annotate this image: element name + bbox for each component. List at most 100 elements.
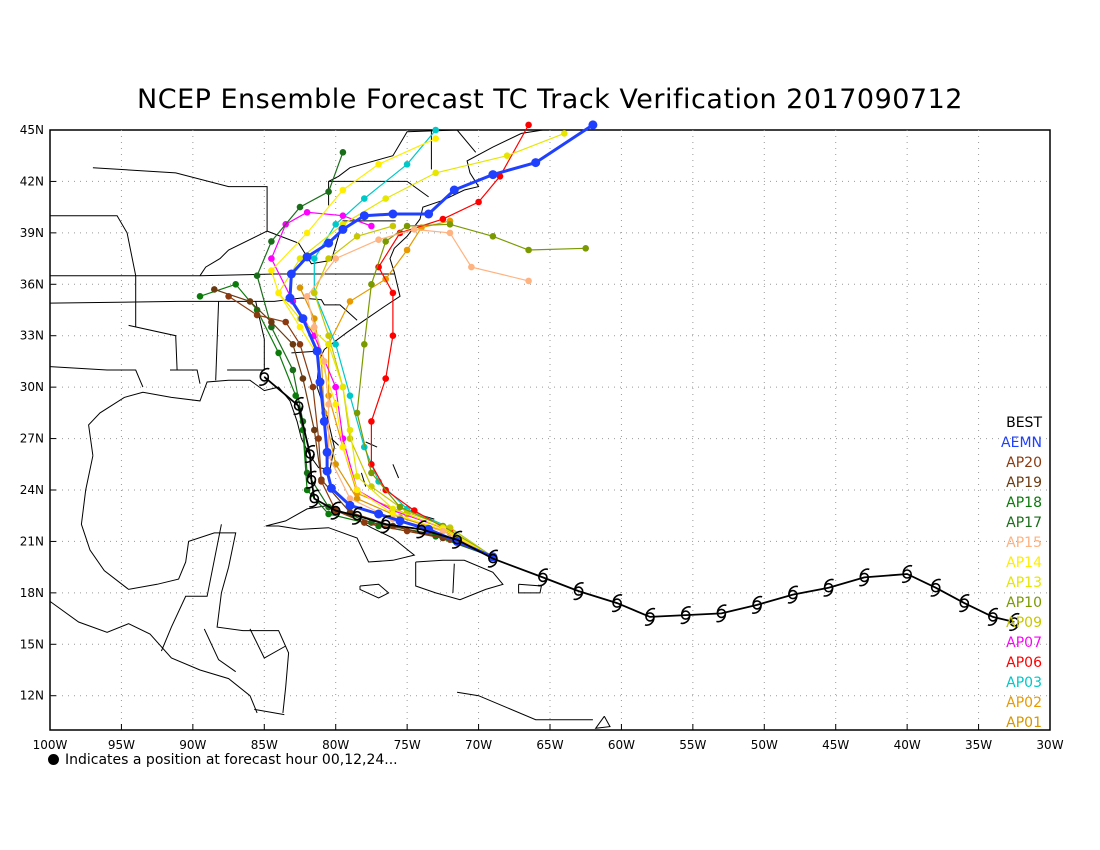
hurricane-arm <box>416 520 427 530</box>
hurricane-arm <box>304 453 315 464</box>
legend-entry-ap06: AP06 <box>1006 655 1042 671</box>
coastline <box>518 583 543 594</box>
hurricane-symbol-icon <box>823 578 834 597</box>
track-point-ap10 <box>368 469 375 477</box>
track-point-ap20 <box>253 311 261 319</box>
lat-tick-label: 21N <box>20 534 44 548</box>
track-point-ap13 <box>296 255 304 262</box>
legend-entry-ap18: AP18 <box>1006 495 1042 511</box>
track-point-aemn <box>322 447 332 457</box>
coastline <box>457 691 593 721</box>
track-point-aemn <box>315 377 325 387</box>
hurricane-arm <box>451 539 462 549</box>
political-border <box>49 366 144 388</box>
track-point-ap01 <box>296 284 304 292</box>
hurricane-arm <box>330 501 341 511</box>
track-point-ap15 <box>446 229 454 237</box>
track-point-ap06 <box>525 121 532 129</box>
hurricane-arm <box>380 515 391 525</box>
footnote-text: Indicates a position at forecast hour 00… <box>65 752 398 768</box>
track-point-ap14 <box>296 323 304 331</box>
track-point-ap18 <box>275 349 282 357</box>
political-border <box>128 324 178 371</box>
track-point-ap18 <box>325 510 332 518</box>
track-point-ap06 <box>382 375 390 382</box>
hurricane-symbol-icon <box>959 594 970 613</box>
track-point-ap20 <box>315 435 322 442</box>
hurricane-symbol-icon <box>611 594 623 613</box>
page-title: NCEP Ensemble Forecast TC Track Verifica… <box>137 84 963 115</box>
track-point-ap14 <box>339 443 347 451</box>
lon-tick-label: 80W <box>322 738 349 752</box>
track-point-aemn <box>531 158 541 168</box>
track-point-ap14 <box>432 135 440 142</box>
track-point-ap03 <box>332 341 340 348</box>
track-point-aemn <box>449 185 459 195</box>
track-point-ap10 <box>403 222 411 230</box>
hurricane-symbol-icon <box>293 396 304 416</box>
hurricane-symbol-icon <box>716 604 727 623</box>
political-border <box>215 301 220 381</box>
hurricane-arm <box>259 376 270 386</box>
lon-tick-label: 95W <box>108 738 135 752</box>
hurricane-arm <box>537 577 548 587</box>
hurricane-arm <box>901 573 912 584</box>
track-point-ap14 <box>275 289 282 297</box>
legend-entry-ap17: AP17 <box>1006 515 1042 531</box>
legend-entry-ap10: AP10 <box>1006 595 1042 611</box>
lon-tick-label: 75W <box>394 738 421 752</box>
hurricane-arm <box>788 585 799 595</box>
track-point-ap17 <box>339 149 347 156</box>
coastlines <box>49 129 611 729</box>
legend-entry-ap01: AP01 <box>1006 715 1042 731</box>
hurricane-arm <box>716 613 727 623</box>
track-point-ap06 <box>475 198 482 206</box>
track-point-ap20 <box>403 527 411 535</box>
track-point-ap07 <box>339 212 347 219</box>
track-point-ap02 <box>403 246 411 254</box>
track-point-aemn <box>312 346 322 356</box>
track-point-ap17 <box>268 323 275 331</box>
lon-tick-label: 30W <box>1036 738 1063 752</box>
track-point-ap19 <box>211 286 218 293</box>
hurricane-arm <box>309 498 320 508</box>
hurricane-arm <box>988 607 999 617</box>
lon-tick-label: 70W <box>465 738 492 752</box>
track-point-ap03 <box>346 392 354 400</box>
track-line-ap14 <box>270 138 494 558</box>
hurricane-symbol-icon <box>380 515 391 534</box>
track-point-ap20 <box>318 478 325 485</box>
legend-entry-ap07: AP07 <box>1006 635 1042 651</box>
legend: BEST AEMN AP20 AP19 AP18 AP17 AP15 AP14 AP13 AP10… <box>1001 415 1042 731</box>
legend-entry-ap15: AP15 <box>1006 535 1042 551</box>
hurricane-arm <box>306 470 317 480</box>
hurricane-arm <box>351 515 362 525</box>
track-point-ap15 <box>321 358 328 365</box>
track-point-ap07 <box>303 209 311 216</box>
lat-tick-label: 42N <box>20 174 44 188</box>
track-point-ap18 <box>196 293 204 300</box>
track-point-ap15 <box>325 401 332 408</box>
track-point-aemn <box>322 466 332 476</box>
hurricane-arm <box>352 506 363 516</box>
lat-tick-label: 30N <box>20 380 44 394</box>
track-point-aemn <box>359 211 369 221</box>
track-point-ap10 <box>368 281 375 288</box>
track-point-ap20 <box>282 318 290 326</box>
political-border <box>50 215 137 328</box>
track-point-ap09 <box>389 222 397 230</box>
track-point-ap09 <box>311 289 318 297</box>
hurricane-symbol-icon <box>987 607 999 626</box>
legend-entry-ap20: AP20 <box>1006 455 1042 471</box>
hurricane-arm <box>573 591 584 601</box>
forecast-tracks <box>196 120 1020 632</box>
track-point-ap14 <box>303 229 311 237</box>
track-point-ap18 <box>292 392 300 400</box>
hurricane-symbol-icon <box>901 564 913 584</box>
track-point-ap09 <box>325 255 332 262</box>
lon-tick-label: 100W <box>33 738 68 752</box>
lat-tick-label: 33N <box>20 329 44 343</box>
legend-entry-ap13: AP13 <box>1006 575 1042 591</box>
hurricane-arm <box>612 594 623 604</box>
